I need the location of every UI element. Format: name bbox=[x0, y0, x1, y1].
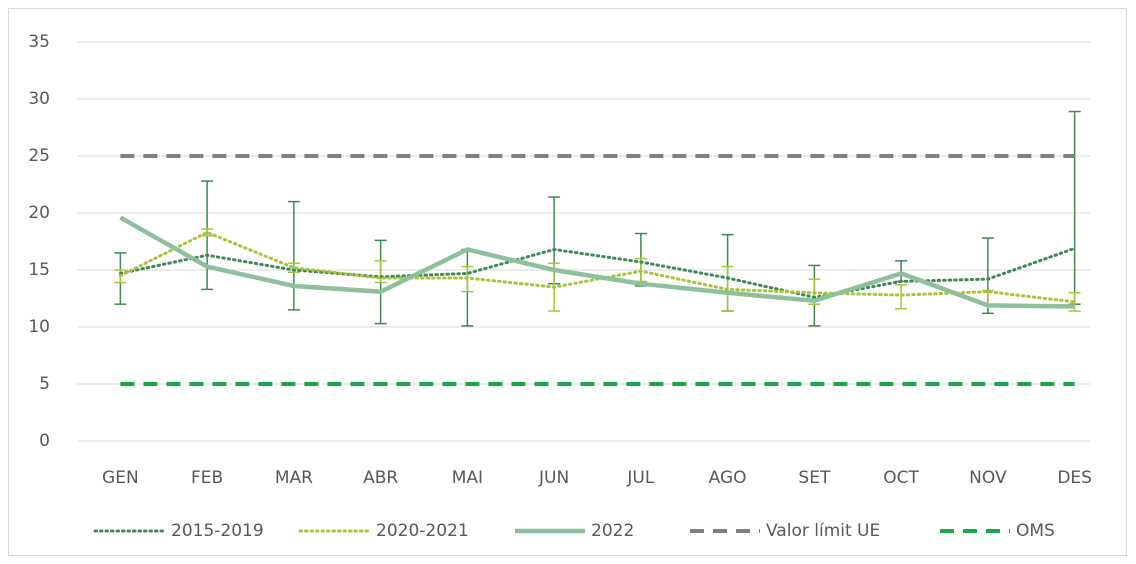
error-bar bbox=[1068, 110, 1081, 305]
x-tick-label: NOV bbox=[969, 468, 1007, 488]
y-tick-label: 35 bbox=[28, 32, 50, 52]
series-line bbox=[119, 215, 1075, 309]
error-bar bbox=[287, 200, 300, 311]
error-bar bbox=[1068, 292, 1081, 312]
x-tick-label: ABR bbox=[363, 468, 398, 488]
y-tick-label: 5 bbox=[39, 374, 50, 394]
x-tick-label: JUL bbox=[626, 468, 654, 488]
x-tick-label: DES bbox=[1057, 468, 1092, 488]
series-line bbox=[118, 230, 1077, 304]
series-line bbox=[118, 246, 1077, 299]
y-tick-label: 30 bbox=[28, 89, 50, 109]
x-tick-label: SET bbox=[798, 468, 831, 488]
legend-label: 2022 bbox=[591, 521, 634, 541]
chart-frame bbox=[8, 8, 1127, 556]
legend-label: Valor límit UE bbox=[766, 521, 880, 541]
y-tick-label: 10 bbox=[28, 317, 50, 337]
x-tick-label: FEB bbox=[191, 468, 223, 488]
y-tick-label: 0 bbox=[39, 431, 50, 451]
x-tick-label: AGO bbox=[709, 468, 747, 488]
error-bar bbox=[374, 260, 387, 284]
legend-label: OMS bbox=[1016, 521, 1055, 541]
x-tick-label: OCT bbox=[883, 468, 919, 488]
y-tick-label: 15 bbox=[28, 260, 50, 280]
x-tick-label: MAR bbox=[275, 468, 313, 488]
error-bar bbox=[895, 284, 908, 310]
x-tick-label: JUN bbox=[538, 468, 569, 488]
legend-label: 2020-2021 bbox=[376, 521, 469, 541]
legend-label: 2015-2019 bbox=[171, 521, 264, 541]
x-tick-label: GEN bbox=[102, 468, 139, 488]
y-tick-label: 20 bbox=[28, 203, 50, 223]
y-tick-label: 25 bbox=[28, 146, 50, 166]
x-tick-label: MAI bbox=[452, 468, 483, 488]
error-bar bbox=[201, 228, 214, 237]
